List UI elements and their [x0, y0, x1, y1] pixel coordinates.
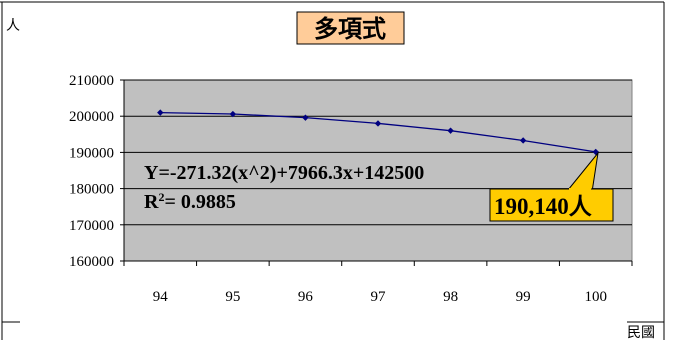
y-tick-label: 160000: [69, 254, 114, 270]
y-tick-label: 190000: [69, 145, 114, 161]
y-axis-label: 人: [6, 18, 20, 34]
r-squared: R2= 0.9885: [144, 190, 236, 213]
callout-label: 190,140人: [494, 194, 593, 219]
callout-box: [489, 188, 614, 222]
x-tick-label: 100: [584, 289, 607, 305]
data-point: [519, 137, 527, 144]
y-axis: 210000 200000 190000 180000 170000 160000: [69, 73, 125, 270]
r-squared-sup: 2: [158, 190, 164, 204]
series-markers: [157, 109, 599, 156]
x-tick-label: 99: [516, 289, 531, 305]
y-tick-label: 210000: [69, 73, 114, 89]
x-tick-label: 96: [298, 289, 314, 305]
x-tick-label: 98: [443, 289, 458, 305]
r-squared-prefix: R: [144, 191, 159, 213]
y-tick-label: 180000: [69, 182, 114, 198]
title-box: [296, 11, 405, 45]
x-tick-label: 94: [153, 289, 169, 305]
y-tick-label: 170000: [69, 218, 114, 234]
r-squared-value: = 0.9885: [164, 191, 235, 213]
x-tick-label: 95: [225, 289, 240, 305]
data-point: [157, 109, 164, 116]
data-point: [374, 120, 382, 127]
x-axis: 94 95 96 97 98 99 100: [123, 260, 633, 305]
data-point: [592, 148, 599, 156]
trendline-equation: Y=-271.32(x^2)+7966.3x+142500: [144, 162, 424, 184]
x-axis-label: 民國: [627, 325, 655, 340]
chart-title: 多項式: [314, 15, 386, 43]
y-tick-label: 200000: [69, 109, 114, 125]
data-point: [302, 114, 309, 121]
data-point: [229, 110, 237, 118]
x-tick-label: 97: [371, 289, 387, 305]
data-point: [447, 127, 454, 134]
